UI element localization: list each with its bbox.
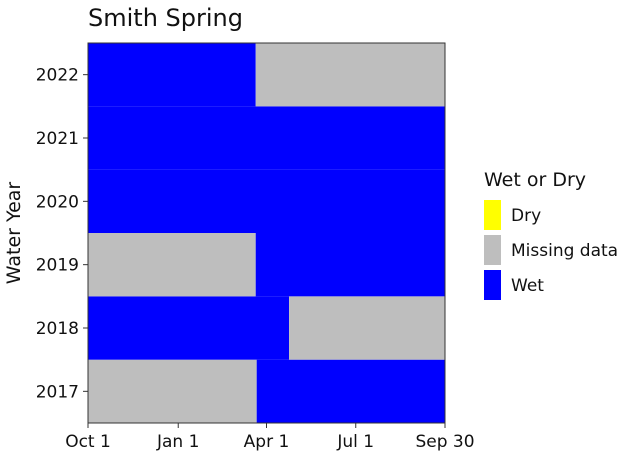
legend: Wet or Dry Dry Missing data Wet (484, 169, 618, 300)
legend-swatch-wet (484, 270, 501, 300)
y-tick-label: 2022 (36, 66, 79, 86)
heatmap-cell-2018-missing-data (289, 296, 445, 360)
heatmap-cell-2017-wet (256, 359, 445, 423)
heatmap-cell-2017-missing-data (88, 359, 257, 423)
legend-swatch-missing-data (484, 235, 501, 265)
legend-label: Wet (511, 276, 544, 296)
y-tick-label: 2017 (36, 382, 79, 402)
y-tick-label: 2019 (36, 256, 79, 276)
y-tick-label: 2018 (36, 319, 79, 339)
legend-swatch-dry (484, 200, 501, 230)
y-axis: 2017 2018 2019 2020 2021 2022 (36, 66, 88, 402)
heatmap-cell-2018-wet (88, 296, 290, 360)
legend-label: Dry (511, 206, 541, 226)
y-tick-label: 2020 (36, 192, 79, 212)
x-tick-label: Jan 1 (156, 432, 199, 452)
heatmap-cell-2019-missing-data (88, 233, 256, 297)
x-tick-label: Sep 30 (415, 432, 474, 452)
heatmap-cell-2020-wet (88, 169, 445, 233)
y-tick-label: 2021 (36, 129, 79, 149)
legend-label: Missing data (511, 241, 618, 261)
plot-area (88, 43, 445, 423)
legend-title: Wet or Dry (484, 169, 586, 191)
x-axis: Oct 1 Jan 1 Apr 1 Jul 1 Sep 30 (65, 423, 475, 452)
chart-title: Smith Spring (88, 4, 243, 32)
x-tick-label: Oct 1 (65, 432, 111, 452)
x-tick-label: Apr 1 (244, 432, 290, 452)
y-axis-title: Water Year (3, 182, 25, 285)
x-tick-label: Jul 1 (336, 432, 374, 452)
heatmap-cell-2019-wet (255, 233, 445, 297)
heatmap-cell-2021-wet (88, 106, 445, 170)
heatmap-cell-2022-missing-data (255, 43, 445, 107)
heatmap-cell-2022-wet (88, 43, 256, 107)
